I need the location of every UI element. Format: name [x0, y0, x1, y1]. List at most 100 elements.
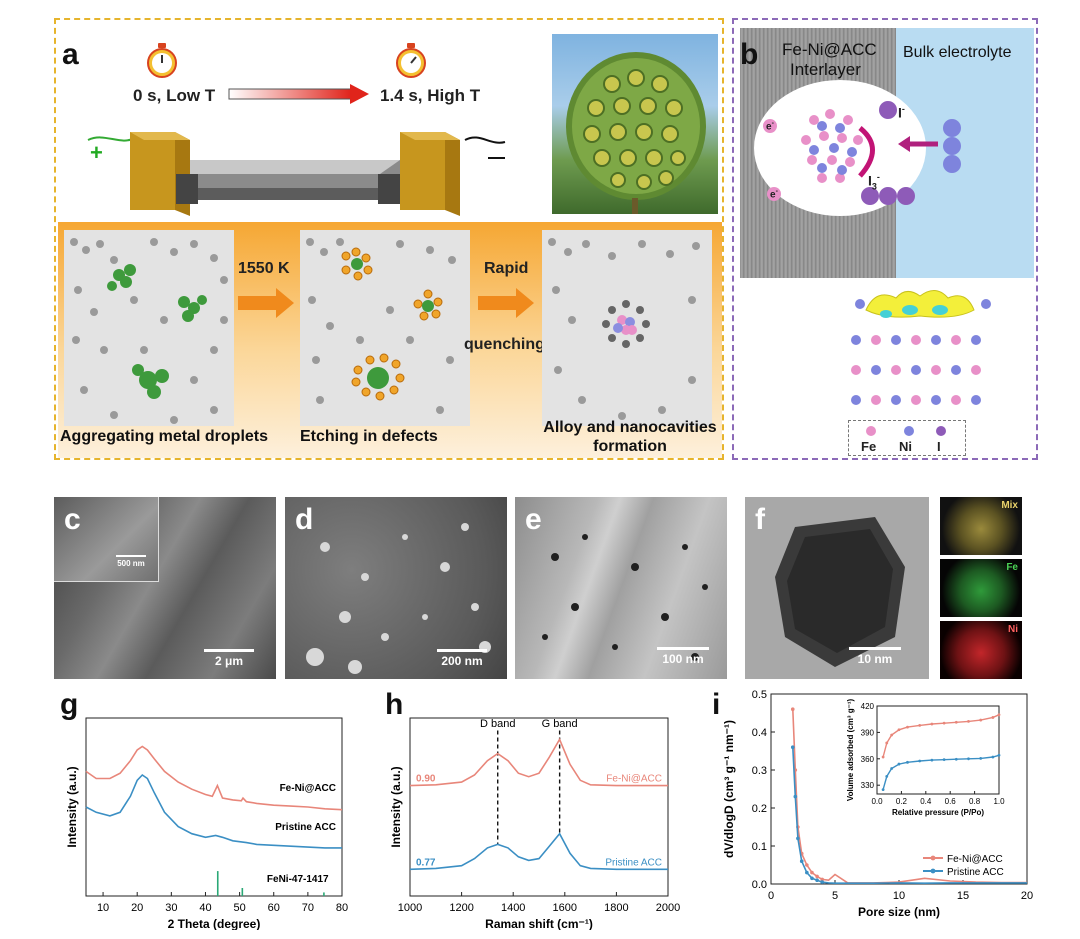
x-tick-label: 1800: [604, 902, 628, 914]
x-tick-label: 20: [131, 902, 143, 914]
time-start-label: 0 s, Low T: [133, 86, 216, 105]
inset-series-point-1: [967, 757, 970, 761]
raman-chart: 1000 1200 1400 1600 1800 2000 Raman shift (cm⁻…: [389, 717, 680, 930]
step-aggregating-illustration: [64, 230, 234, 426]
inset-x-tick-label: 0.0: [871, 797, 883, 806]
plot-frame: [409, 717, 669, 897]
i-atom-icon: [936, 426, 946, 436]
inset-series-point-1: [906, 760, 909, 764]
inset-series-point-1: [942, 758, 946, 762]
arrow-quenching-label: quenching: [464, 336, 545, 353]
inset-series-point-0: [967, 720, 970, 723]
inset-y-tick-label: 330: [861, 781, 875, 790]
iodide-text: I: [898, 104, 902, 121]
inset-series-point-1: [991, 755, 995, 759]
inset-series-point-0: [885, 741, 889, 745]
series-point-1: [820, 880, 824, 884]
series-point-1: [805, 870, 809, 875]
series-label-1: Pristine ACC: [275, 822, 336, 833]
inset-series-point-0: [930, 722, 934, 726]
eds-map-mix: Mix: [940, 497, 1022, 555]
arrow-1550k: [238, 288, 294, 318]
panel-c-label: c: [64, 503, 81, 536]
ratio-label-1: 0.77: [416, 857, 436, 868]
inset-y-tick-label: 390: [861, 728, 875, 737]
step-3-caption-text: Alloy and nanocavities formation: [543, 419, 717, 455]
series-line-1: [792, 747, 1027, 885]
series-line-1: [409, 832, 668, 871]
series-point-1: [815, 878, 819, 882]
sem-inset-c: 500 nm: [54, 497, 159, 582]
series-point-0: [805, 863, 809, 867]
series-label-0: Fe-Ni@ACC: [606, 774, 662, 785]
x-tick-label: 2000: [656, 902, 680, 914]
x-tick-label: 10: [97, 902, 109, 914]
triiodide-label: I3-: [868, 172, 880, 192]
step-3-caption: Alloy and nanocavities formation: [540, 418, 720, 456]
y-tick-label: 0.5: [752, 689, 767, 701]
series-line-0: [792, 709, 1027, 884]
x-tick-label: 1000: [398, 902, 422, 914]
panel-f-label: f: [755, 503, 765, 536]
y-tick-label: 0.4: [752, 727, 767, 739]
x-axis-label: Raman shift (cm⁻¹): [485, 917, 593, 930]
stopwatch-icon-start: [147, 43, 177, 78]
scale-text-c: 2 μm: [214, 654, 244, 668]
panel-b-label: b: [740, 38, 759, 71]
iodide-label: I-: [898, 104, 905, 121]
legend-label-1: Pristine ACC: [947, 867, 1004, 878]
tem-image-f: f 10 nm: [745, 497, 929, 679]
eds-fe-label: Fe: [1006, 562, 1018, 573]
inset-scale-text: 500 nm: [117, 559, 145, 568]
x-tick-label: 30: [165, 902, 177, 914]
time-end-label: 1.4 s, High T: [380, 86, 481, 105]
g-band-label: G band: [542, 718, 578, 730]
x-axis-label: Pore size (nm): [858, 905, 940, 919]
inset-series-point-0: [890, 733, 894, 737]
inset-series-point-0: [881, 755, 885, 759]
series-line-0: [85, 745, 343, 811]
y-tick-label: 0.0: [752, 879, 767, 891]
x-tick-label: 60: [268, 902, 280, 914]
arrow-1550k-label: 1550 K: [238, 260, 290, 277]
arrow-rapid-label: Rapid: [484, 260, 529, 277]
series-point-0: [810, 870, 814, 875]
series-point-1: [793, 794, 798, 799]
inset-x-tick-label: 0.8: [969, 797, 981, 806]
x-tick-label: 20: [1021, 890, 1033, 902]
inset-scale-bar: 500 nm: [116, 555, 146, 568]
series-label-2: FeNi-47-1417: [267, 874, 329, 885]
inset-series-point-1: [918, 759, 922, 763]
scale-text-f: 10 nm: [857, 652, 893, 666]
x-tick-label: 1600: [553, 902, 577, 914]
electron-label-top: e-: [766, 120, 774, 133]
eds-mix-label: Mix: [1001, 500, 1018, 511]
fe-atom-icon: [866, 426, 876, 436]
charge-density-slab: [851, 290, 991, 405]
x-tick-label: 1400: [501, 902, 525, 914]
inset-series-point-1: [885, 775, 889, 778]
inset-series-point-1: [997, 753, 1001, 757]
lotus-seedpod-photo: [552, 34, 718, 214]
series-point-1: [799, 859, 804, 863]
inset-series-point-0: [991, 716, 995, 719]
panel-a-label: a: [62, 38, 79, 71]
series-point-1: [796, 836, 800, 841]
inset-y-tick-label: 420: [861, 702, 875, 711]
bulk-electrolyte-label: Bulk electrolyte: [903, 44, 1012, 61]
interlayer-label-line2: Interlayer: [790, 60, 861, 79]
inset-series-point-1: [930, 758, 934, 762]
eds-map-ni: Ni: [940, 621, 1022, 679]
d-band-label: D band: [480, 718, 515, 730]
xrd-chart: 10 20 30 40 50 60 70 80 2 Theta (degree) Intensit…: [65, 717, 348, 930]
inset-x-tick-label: 0.2: [896, 797, 908, 806]
scale-bar-d: 200 nm: [437, 649, 487, 668]
legend-i: I: [937, 439, 941, 454]
inset-series-point-0: [997, 713, 1001, 717]
x-tick-label: 15: [957, 890, 969, 902]
scale-bar-e: 100 nm: [657, 647, 709, 666]
series-label-0: Fe-Ni@ACC: [280, 783, 336, 794]
scale-bar-c: 2 μm: [204, 649, 254, 668]
y-axis-label: Intensity (a.u.): [65, 766, 79, 847]
series-line-1: [85, 773, 342, 849]
